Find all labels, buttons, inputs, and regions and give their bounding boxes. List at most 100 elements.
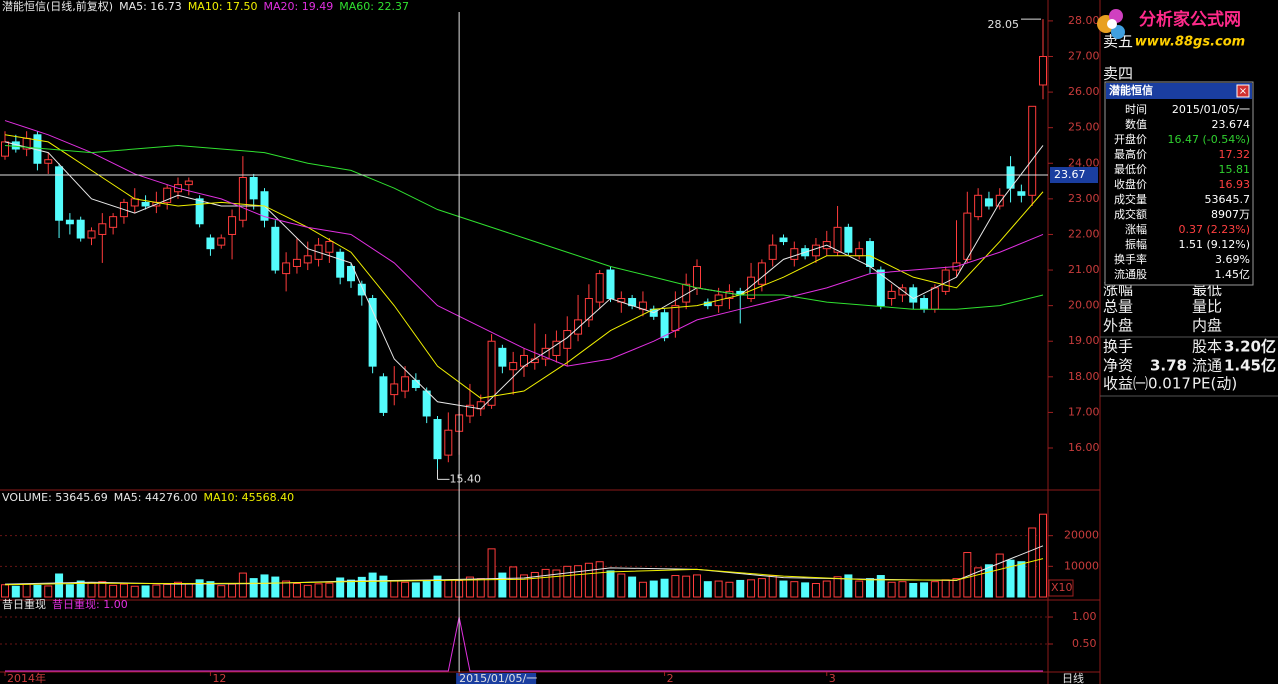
volume-bar [411,582,420,598]
candle-body [941,269,950,292]
legend-entry: MA5: 16.73 [119,0,182,13]
volume-bar [736,579,745,598]
popup-label: 成交量 [1114,192,1147,206]
volume-bar [498,572,507,598]
volume-bar [379,575,388,598]
volume-bar [76,580,85,598]
volume-bar [1,584,9,598]
candle-body [920,298,929,310]
volume-bar [638,581,647,598]
y-tick-label: 25.00 [1068,121,1100,134]
candle-body [390,383,399,396]
volume-bar [844,574,853,598]
candle-body [206,237,215,250]
volume-bar [898,581,907,598]
candle-body [606,269,615,300]
volume-bar [55,573,64,598]
quote-label: 净资 [1103,357,1133,375]
volume-bar [617,573,626,598]
volume-bar [303,584,312,598]
popup-value: 1.51 (9.12%) [1178,238,1250,251]
candle-body [44,159,53,164]
quote-label: 卖四 [1103,65,1133,83]
popup-value: 23.674 [1212,118,1251,131]
volume-bar [1017,561,1026,598]
x-tick-label: 2015/01/05/一 [459,672,537,684]
quote-label: 总量 [1103,298,1133,316]
candle-body [303,255,312,264]
candle-body [109,216,118,228]
candle-body [292,258,301,267]
volume-bar [552,569,561,598]
volume-ma-line [4,545,1044,585]
volume-bar [422,580,431,598]
popup-label: 振幅 [1125,237,1147,251]
volume-bar [595,561,604,598]
quote-label: 量比 [1192,298,1222,316]
candle-body [271,226,280,271]
popup-label: 开盘价 [1114,132,1147,146]
volume-bar [292,583,301,598]
volume-bar [109,584,118,598]
candle-body [336,251,345,278]
candle-body [887,290,896,300]
quote-label: 收益㈠0.017 [1103,375,1191,393]
close-button[interactable] [1236,84,1250,98]
quote-value: 3.20亿 [1224,338,1276,356]
y-tick-label: 10000 [1064,559,1099,572]
candle-body [974,194,983,218]
y-tick-label: 27.00 [1068,49,1100,62]
volume-bar [487,548,496,598]
candle-body [1039,55,1047,86]
candle-body [444,429,453,456]
volume-bar [822,580,831,598]
ma-line [4,134,1044,399]
candle-body [357,283,366,296]
close-icon[interactable]: × [1239,86,1247,97]
popup-label: 成交额 [1114,207,1147,221]
volume-bar [941,579,950,598]
volume-bar [584,562,593,598]
candle-body [963,212,972,260]
popup-value: 1.45亿 [1215,268,1251,281]
volume-bar [282,580,291,598]
volume-bar [974,567,983,598]
quote-label: 换手 [1103,338,1133,356]
candle-body [574,319,583,335]
logo-name: 分析家公式网 [1139,9,1241,30]
candle-body [76,219,85,239]
popup-value: 3.69% [1215,253,1250,266]
candle-body [790,248,799,260]
candle-body [411,379,420,388]
popup-value: 15.81 [1219,163,1251,176]
volume-bar [984,564,993,598]
unit-label: X10 [1051,581,1073,594]
candle-body [55,166,64,221]
quote-label: 内盘 [1192,317,1222,335]
volume-bar [876,575,885,598]
popup-label: 涨幅 [1125,223,1147,236]
legend-entry: VOLUME: 53645.69 [2,491,108,504]
candle-body [757,262,766,285]
volume-ma-line [4,558,1044,586]
candle-body [1,141,9,157]
volume-bar [714,580,723,598]
popup-label: 数值 [1125,118,1147,131]
candle-body [163,187,172,203]
y-tick-label: 28.00 [1068,14,1100,27]
candle-body [325,241,334,253]
candle-body [379,376,388,413]
popup-value: 2015/01/05/一 [1172,103,1250,116]
volume-bar [119,583,128,598]
popup-label: 换手率 [1114,252,1147,266]
volume-bar [768,575,777,598]
legend-entry: 昔日重现: 1.00 [52,597,128,611]
unit-box [1048,579,1074,597]
candle-body [1028,105,1037,196]
volume-bar [887,581,896,598]
volume-bar [671,575,680,598]
volume-bar [801,582,810,598]
volume-bar [779,580,788,598]
logo-url: www.88gs.com [1135,35,1245,50]
